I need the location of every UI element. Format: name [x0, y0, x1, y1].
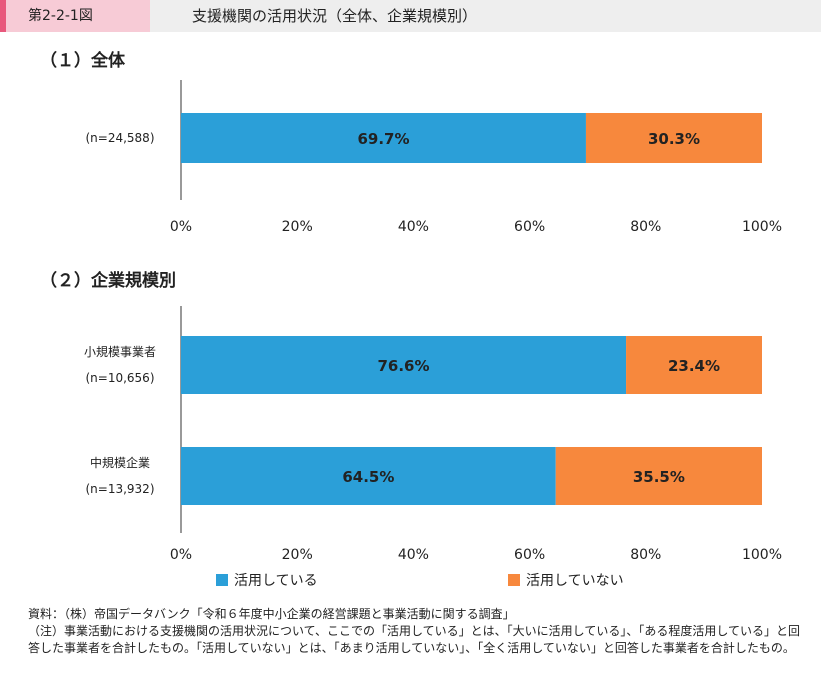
- legend-label-not-used: 活用していない: [526, 573, 624, 589]
- overall-data-label-0-1: 30.3%: [648, 130, 700, 148]
- legend-swatch-used: [216, 574, 228, 586]
- by-size-bar-0-1: [626, 336, 762, 394]
- overall-category-label-0-0: (n=24,588): [85, 131, 154, 145]
- legend-item-used: 活用している: [216, 570, 318, 590]
- notes: 資料：（株）帝国データバンク「令和６年度中小企業の経営課題と事業活動に関する調査…: [28, 606, 808, 657]
- footnote: （注）事業活動における支援機関の活用状況について、ここでの「活用している」とは、…: [28, 624, 800, 655]
- legend-item-not-used: 活用していない: [508, 570, 624, 590]
- by-size-bar-0-0: [181, 336, 627, 394]
- figure-label: 第2-2-1図: [0, 0, 150, 32]
- overall-tick-label-3: 60%: [514, 219, 545, 235]
- chart-by-size: 76.6% 23.4% 小規模事業者 (n=10,656) 64.5% 35.5% 中規模企…: [84, 306, 782, 563]
- by-size-tick-label-2: 40%: [398, 547, 429, 563]
- overall-bar-0-1: [585, 113, 762, 163]
- by-size-data-label-1-0: 64.5%: [342, 468, 394, 486]
- source-note: 資料：（株）帝国データバンク「令和６年度中小企業の経営課題と事業活動に関する調査…: [28, 607, 515, 621]
- by-size-data-label-0-0: 76.6%: [377, 357, 429, 375]
- by-size-category-label-1-1: (n=13,932): [85, 482, 154, 496]
- by-size-tick-label-3: 60%: [514, 547, 545, 563]
- chart-overall: 69.7% 30.3% (n=24,588) 0% 20% 40% 60% 80% 100%: [85, 80, 782, 235]
- by-size-data-label-0-1: 23.4%: [668, 357, 720, 375]
- by-size-tick-label-4: 80%: [630, 547, 661, 563]
- by-size-bar-1-1: [555, 447, 762, 505]
- by-size-tick-label-5: 100%: [742, 547, 782, 563]
- legend-label-used: 活用している: [234, 573, 318, 589]
- by-size-category-label-1-0: 中規模企業: [90, 455, 150, 470]
- by-size-tick-label-0: 0%: [170, 547, 192, 563]
- legend-swatch-not-used: [508, 574, 520, 586]
- overall-data-label-0-0: 69.7%: [357, 130, 409, 148]
- by-size-tick-label-1: 20%: [282, 547, 313, 563]
- by-size-category-label-0-0: 小規模事業者: [84, 344, 156, 359]
- section-title-overall: （１）全体: [40, 51, 125, 71]
- by-size-category-label-0-1: (n=10,656): [85, 371, 154, 385]
- overall-tick-label-4: 80%: [630, 219, 661, 235]
- section-title-by-size: （２）企業規模別: [40, 271, 176, 291]
- by-size-data-label-1-1: 35.5%: [633, 468, 685, 486]
- by-size-bar-1-0: [181, 447, 556, 505]
- overall-tick-label-5: 100%: [742, 219, 782, 235]
- overall-bar-0-0: [181, 113, 586, 163]
- figure-title: 支援機関の活用状況（全体、企業規模別）: [192, 7, 478, 25]
- overall-tick-label-2: 40%: [398, 219, 429, 235]
- overall-tick-label-0: 0%: [170, 219, 192, 235]
- overall-tick-label-1: 20%: [282, 219, 313, 235]
